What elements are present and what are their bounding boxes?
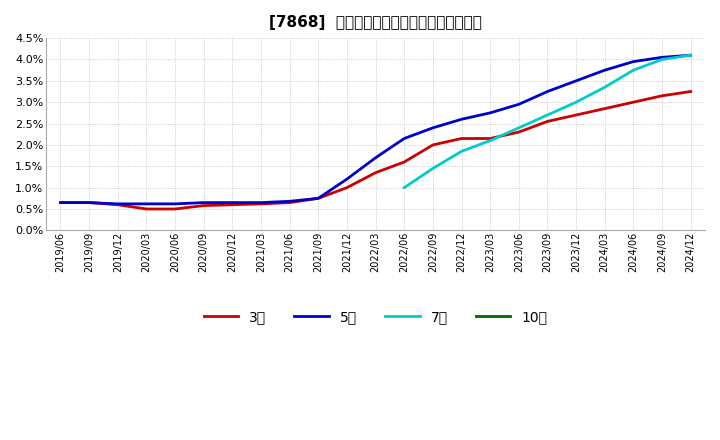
5年 [600,67,609,73]
5年 [56,200,65,205]
7年 [428,166,437,171]
5年 [142,201,150,206]
3年 [543,119,552,124]
3年 [256,201,265,206]
7年 [457,149,466,154]
3年 [343,185,351,190]
5年 [629,59,638,64]
3年 [171,206,179,212]
7年 [657,57,666,62]
Title: [7868]  経常利益マージンの標準偏差の推移: [7868] 経常利益マージンの標準偏差の推移 [269,15,482,30]
5年 [657,55,666,60]
Line: 5年: 5年 [60,55,690,204]
5年 [171,201,179,206]
3年 [686,89,695,94]
5年 [486,110,495,116]
7年 [629,67,638,73]
7年 [686,52,695,58]
Line: 3年: 3年 [60,92,690,209]
5年 [285,199,294,204]
3年 [56,200,65,205]
7年 [515,125,523,131]
3年 [572,112,580,117]
Legend: 3年, 5年, 7年, 10年: 3年, 5年, 7年, 10年 [198,304,553,330]
3年 [314,196,323,201]
3年 [114,202,122,207]
3年 [142,206,150,212]
5年 [256,200,265,205]
3年 [600,106,609,111]
5年 [199,200,208,205]
5年 [572,78,580,84]
3年 [228,202,237,207]
7年 [572,99,580,105]
3年 [285,200,294,205]
3年 [199,203,208,208]
3年 [629,99,638,105]
5年 [457,117,466,122]
5年 [114,201,122,206]
5年 [85,200,94,205]
5年 [515,102,523,107]
3年 [400,159,408,165]
5年 [400,136,408,141]
Line: 7年: 7年 [404,55,690,187]
3年 [657,93,666,99]
5年 [543,89,552,94]
5年 [343,176,351,182]
5年 [686,52,695,58]
7年 [543,112,552,117]
7年 [600,84,609,90]
3年 [372,170,380,175]
7年 [486,138,495,143]
5年 [428,125,437,131]
3年 [486,136,495,141]
3年 [457,136,466,141]
5年 [314,196,323,201]
3年 [515,129,523,135]
5年 [372,155,380,160]
7年 [400,185,408,190]
3年 [428,142,437,147]
3年 [85,200,94,205]
5年 [228,200,237,205]
